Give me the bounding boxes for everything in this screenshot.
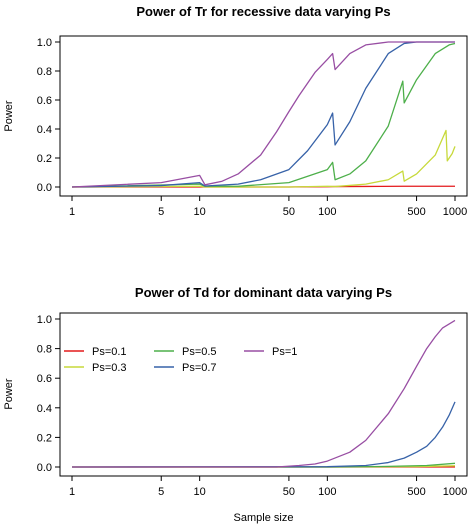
x-tick-label: 500 xyxy=(407,206,425,218)
series-line-2 xyxy=(71,129,456,188)
x-tick-label: 5 xyxy=(158,206,164,218)
chart-title: Power of Td for dominant data varying Ps xyxy=(135,285,392,300)
x-tick-label: 50 xyxy=(283,486,295,498)
y-tick-label: 0.0 xyxy=(37,462,52,474)
legend-label: Ps=0.3 xyxy=(92,362,127,374)
y-tick-label: 1.0 xyxy=(37,314,52,326)
x-tick-label: 1 xyxy=(69,486,75,498)
x-tick-label: 1000 xyxy=(443,206,467,218)
legend-label: Ps=0.7 xyxy=(182,362,217,374)
y-axis-label: Power xyxy=(3,378,15,410)
plot-frame xyxy=(59,312,468,477)
y-tick-label: 0.2 xyxy=(37,432,52,444)
x-tick-label: 1 xyxy=(69,206,75,218)
chart-title: Power of Tr for recessive data varying P… xyxy=(136,4,390,19)
x-axis-label: Sample size xyxy=(234,512,294,524)
x-tick-label: 5 xyxy=(158,486,164,498)
x-tick-label: 10 xyxy=(194,486,206,498)
y-tick-label: 0.6 xyxy=(37,95,52,107)
series-line-4 xyxy=(71,41,455,188)
x-tick-label: 10 xyxy=(194,206,206,218)
legend-label: Ps=1 xyxy=(272,346,297,358)
legend-label: Ps=0.5 xyxy=(182,346,217,358)
y-tick-label: 0.2 xyxy=(37,153,52,165)
x-tick-label: 1000 xyxy=(443,486,467,498)
y-tick-label: 0.6 xyxy=(37,373,52,385)
chart-panel-1: Power of Tr for recessive data varying P… xyxy=(3,4,468,218)
y-tick-label: 0.0 xyxy=(37,182,52,194)
y-tick-label: 0.8 xyxy=(37,66,52,78)
x-tick-label: 500 xyxy=(407,486,425,498)
series-line-ps-1 xyxy=(72,319,456,468)
y-tick-label: 0.8 xyxy=(37,344,52,356)
series-line-3 xyxy=(71,42,456,188)
plot-frame xyxy=(59,35,468,197)
series-line-ps-0-7 xyxy=(71,401,456,468)
y-tick-label: 0.4 xyxy=(37,403,52,415)
y-tick-label: 0.4 xyxy=(37,124,52,136)
y-axis-label: Power xyxy=(3,100,15,132)
y-tick-label: 1.0 xyxy=(37,37,52,49)
chart-panel-2: Power of Td for dominant data varying Ps… xyxy=(3,285,468,524)
x-tick-label: 100 xyxy=(318,206,336,218)
series-line-5 xyxy=(71,41,455,188)
x-tick-label: 100 xyxy=(318,486,336,498)
x-tick-label: 50 xyxy=(283,206,295,218)
legend: Ps=0.1 Ps=0.3 Ps=0.5 Ps=0.7 Ps=1 xyxy=(64,346,297,374)
legend-label: Ps=0.1 xyxy=(92,346,127,358)
